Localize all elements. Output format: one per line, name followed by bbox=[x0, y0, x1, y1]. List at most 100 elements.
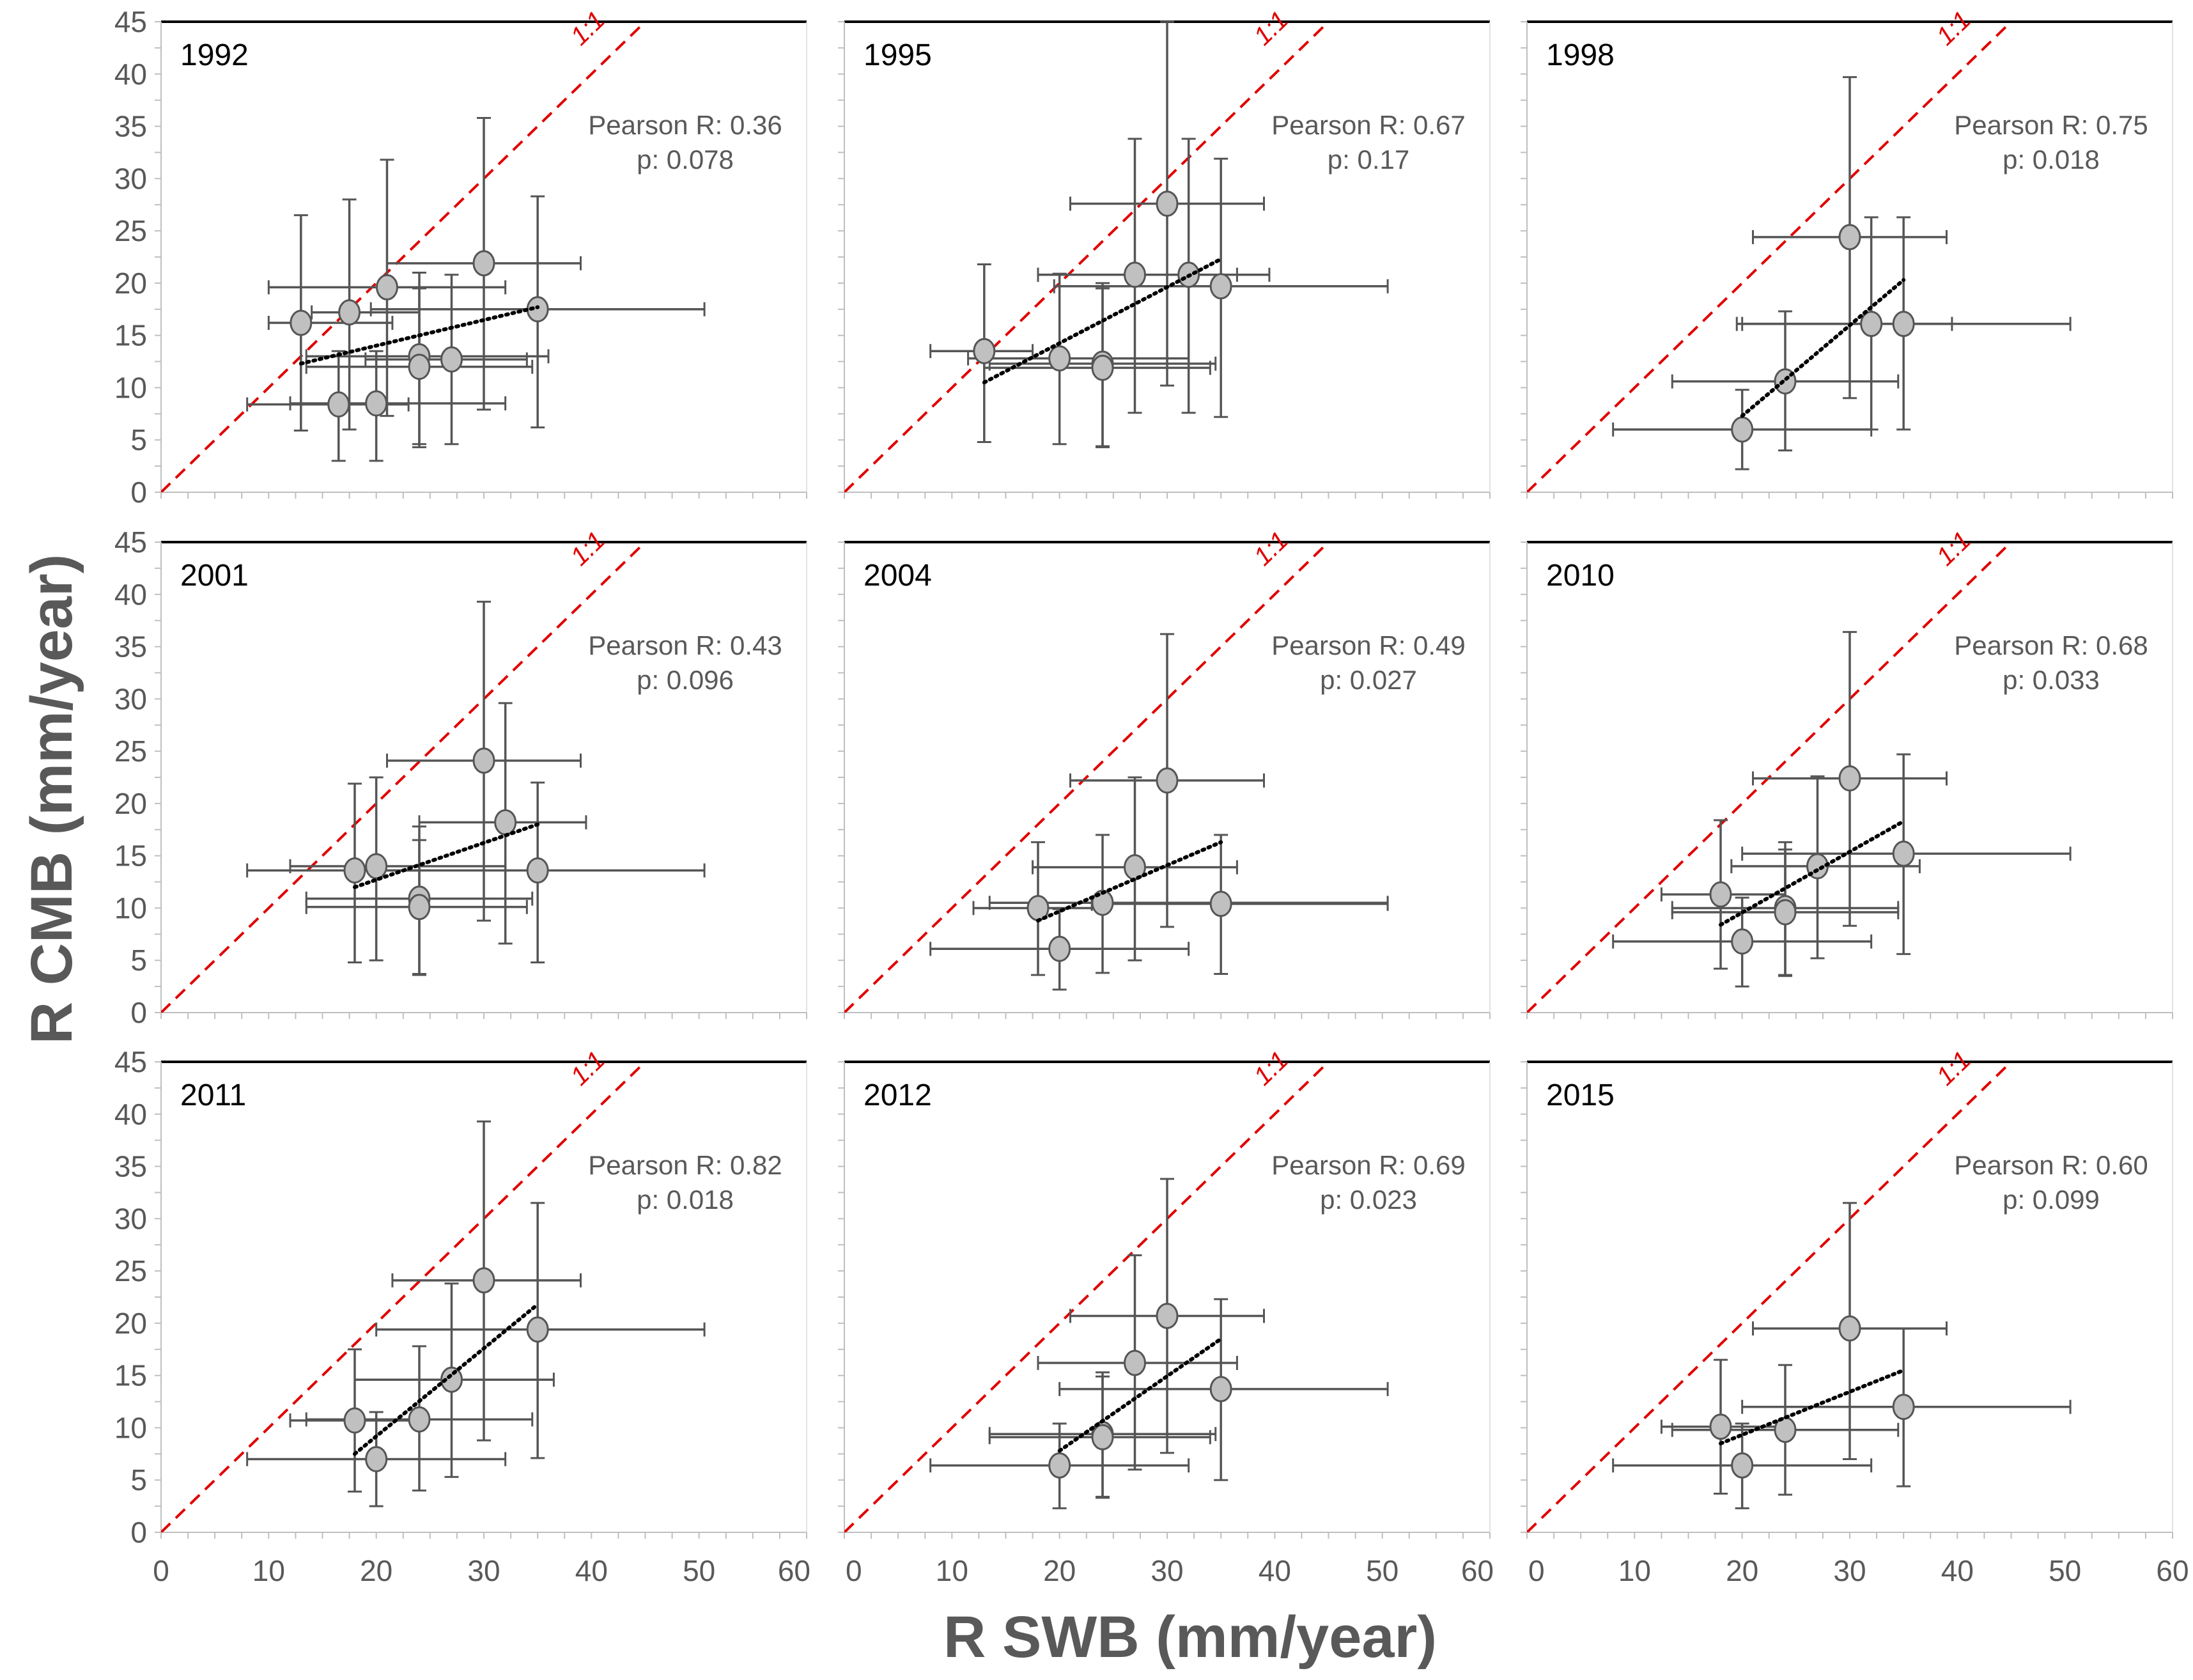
y-tick-label: 10 bbox=[114, 371, 147, 404]
pearson-r-label: Pearson R: 0.49 bbox=[1271, 630, 1466, 660]
reference-line-1-1 bbox=[844, 1062, 1329, 1532]
x-tick-label: 60 bbox=[778, 1554, 810, 1587]
data-point bbox=[327, 391, 350, 418]
data-point-group bbox=[1037, 137, 1271, 414]
data-point bbox=[365, 1446, 388, 1473]
data-point bbox=[440, 346, 463, 373]
data-point bbox=[343, 857, 366, 884]
reference-line-1-1 bbox=[161, 542, 646, 1013]
data-point bbox=[1048, 1452, 1071, 1479]
panel-2011: 0 5 10 15 20 25 30 35 40 45 0 10 20 30 40 50 60 1:1 2011 Pe… bbox=[114, 1045, 810, 1587]
data-point bbox=[472, 250, 495, 277]
y-tick-label: 45 bbox=[114, 525, 147, 559]
data-point bbox=[1209, 273, 1232, 300]
pearson-r-label: Pearson R: 0.68 bbox=[1954, 630, 2148, 660]
x-tick-label: 40 bbox=[1941, 1554, 1974, 1587]
y-tick-label: 15 bbox=[114, 1359, 147, 1392]
y-tick-label: 5 bbox=[130, 423, 147, 456]
y-tick-label: 0 bbox=[130, 476, 147, 509]
y-tick-label: 40 bbox=[114, 58, 147, 91]
data-point bbox=[1860, 311, 1883, 338]
reference-line-label: 1:1 bbox=[565, 526, 610, 571]
x-tick-label: 0 bbox=[1528, 1554, 1545, 1587]
p-value-label: p: 0.096 bbox=[637, 665, 734, 695]
x-tick-label: 0 bbox=[153, 1554, 169, 1587]
data-point bbox=[472, 1267, 495, 1294]
y-tick-label: 5 bbox=[130, 1463, 147, 1497]
data-point bbox=[1124, 261, 1146, 288]
x-tick-label: 10 bbox=[252, 1554, 285, 1587]
data-point bbox=[290, 309, 313, 336]
panel-year-label: 2001 bbox=[180, 559, 249, 593]
pearson-r-label: Pearson R: 0.67 bbox=[1271, 110, 1466, 140]
panel-year-label: 2012 bbox=[864, 1078, 932, 1112]
x-tick-label: 60 bbox=[1461, 1554, 1494, 1587]
data-point bbox=[526, 1316, 549, 1343]
y-tick-label: 30 bbox=[114, 1202, 147, 1235]
p-value-label: p: 0.018 bbox=[2003, 144, 2100, 175]
y-tick-label: 45 bbox=[114, 1045, 147, 1078]
panel-year-label: 1995 bbox=[864, 38, 932, 72]
x-tick-label: 50 bbox=[2049, 1554, 2081, 1587]
panel-year-label: 2010 bbox=[1546, 559, 1615, 593]
x-tick-label: 40 bbox=[1259, 1554, 1291, 1587]
trend-line bbox=[982, 257, 1223, 385]
data-point bbox=[1731, 928, 1754, 955]
x-tick-label: 10 bbox=[936, 1554, 968, 1587]
y-tick-label: 5 bbox=[130, 944, 147, 977]
data-point bbox=[408, 1406, 431, 1433]
y-tick-label: 40 bbox=[114, 1098, 147, 1131]
panel-year-label: 1998 bbox=[1546, 38, 1615, 72]
y-tick-label: 25 bbox=[114, 1254, 147, 1287]
x-tick-label: 20 bbox=[1726, 1554, 1758, 1587]
reference-line-1-1 bbox=[844, 542, 1329, 1013]
data-point bbox=[1709, 881, 1732, 908]
data-point bbox=[472, 747, 495, 774]
data-point-group bbox=[311, 198, 421, 431]
reference-line-1-1 bbox=[1527, 22, 2012, 492]
x-tick-label: 50 bbox=[1366, 1554, 1399, 1587]
x-tick-label: 50 bbox=[683, 1554, 715, 1587]
pearson-r-label: Pearson R: 0.75 bbox=[1954, 110, 2148, 140]
trend-line bbox=[1740, 277, 1906, 418]
panel-2012: 0 10 20 30 40 50 60 1:1 2012 Pearson R: 0.69 p: 0.… bbox=[838, 1046, 1494, 1587]
data-point bbox=[1209, 1376, 1232, 1403]
y-tick-label: 25 bbox=[114, 735, 147, 768]
reference-line-label: 1:1 bbox=[1931, 6, 1976, 51]
y-tick-label: 10 bbox=[114, 891, 147, 924]
y-tick-label: 20 bbox=[114, 787, 147, 820]
y-tick-label: 0 bbox=[130, 996, 147, 1029]
panel-1995: 1:1 1995 Pearson R: 0.67 p: 0.17 bbox=[838, 6, 1491, 499]
data-point bbox=[494, 809, 517, 836]
p-value-label: p: 0.023 bbox=[1320, 1185, 1417, 1215]
data-point bbox=[1838, 224, 1861, 251]
data-point bbox=[1156, 1302, 1179, 1329]
p-value-label: p: 0.033 bbox=[2003, 665, 2100, 695]
x-tick-label: 20 bbox=[1043, 1554, 1076, 1587]
trend-line bbox=[353, 1302, 540, 1456]
pearson-r-label: Pearson R: 0.69 bbox=[1271, 1150, 1466, 1180]
data-point bbox=[408, 354, 431, 380]
panel-2001: 0 5 10 15 20 25 30 35 40 45 1:1 2001 Pearson R: 0.43… bbox=[114, 525, 807, 1029]
pearson-r-label: Pearson R: 0.82 bbox=[588, 1150, 782, 1180]
x-tick-label: 10 bbox=[1618, 1554, 1651, 1587]
y-tick-label: 20 bbox=[114, 1307, 147, 1340]
y-axis-label: R CMB (mm/year) bbox=[19, 554, 84, 1045]
x-tick-label: 40 bbox=[575, 1554, 608, 1587]
p-value-label: p: 0.027 bbox=[1320, 665, 1417, 695]
y-tick-label: 35 bbox=[114, 630, 147, 664]
trend-line bbox=[1719, 819, 1906, 927]
y-tick-label: 30 bbox=[114, 682, 147, 715]
reference-line-label: 1:1 bbox=[1931, 526, 1976, 571]
x-axis-label: R SWB (mm/year) bbox=[943, 1605, 1437, 1670]
panel-year-label: 1992 bbox=[180, 38, 249, 72]
y-tick-label: 45 bbox=[114, 5, 147, 38]
data-point-group bbox=[967, 272, 1190, 446]
reference-line-label: 1:1 bbox=[565, 6, 610, 51]
data-point bbox=[1892, 1394, 1915, 1420]
trend-line bbox=[1719, 1368, 1906, 1445]
p-value-label: p: 0.17 bbox=[1328, 144, 1409, 175]
data-point bbox=[1156, 767, 1179, 794]
x-tick-label: 30 bbox=[467, 1554, 500, 1587]
